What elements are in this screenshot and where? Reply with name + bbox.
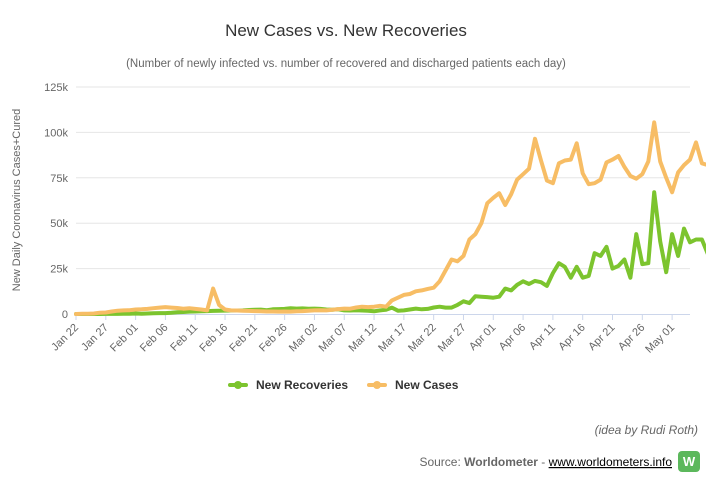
y-tick-label: 100k: [44, 127, 68, 139]
x-tick-label: Apr 16: [556, 322, 587, 353]
x-tick-label: Apr 21: [586, 322, 617, 353]
x-tick-label: Feb 11: [168, 322, 200, 354]
logo-background: [678, 451, 700, 472]
legend-marker-new-recoveries: [234, 381, 242, 389]
legend-item-new-recoveries[interactable]: New Recoveries: [228, 378, 348, 392]
plot-area: [74, 120, 706, 316]
gridlines: [76, 86, 690, 270]
y-axis-ticks: 0 25k 50k 75k 100k 125k: [44, 82, 68, 321]
worldometer-logo-icon[interactable]: W: [678, 451, 700, 472]
y-axis-label: New Daily Coronavirus Cases+Cured: [11, 109, 23, 292]
y-tick-label: 50k: [50, 218, 68, 230]
legend-label-new-cases: New Cases: [395, 378, 459, 392]
series-line-new-recoveries[interactable]: [74, 190, 706, 316]
idea-credit: (idea by Rudi Roth): [595, 423, 698, 437]
x-tick-label: Mar 27: [436, 322, 469, 355]
x-tick-label: Apr 06: [497, 322, 528, 353]
y-tick-label: 75k: [50, 173, 68, 185]
logo-letter: W: [683, 454, 696, 469]
x-tick-label: Apr 26: [616, 322, 647, 353]
y-tick-label: 25k: [50, 264, 68, 276]
x-tick-label: Jan 22: [49, 322, 81, 354]
legend-marker-new-cases: [373, 381, 381, 389]
x-tick-label: Jan 27: [79, 322, 111, 354]
x-tick-label: Feb 01: [108, 322, 141, 355]
source-separator: -: [538, 455, 549, 469]
y-tick-label: 125k: [44, 82, 68, 94]
x-tick-label: Apr 11: [527, 322, 558, 353]
x-tick-label: Feb 16: [197, 322, 230, 355]
x-tick-label: Feb 21: [227, 322, 260, 355]
x-tick-label: Mar 12: [346, 322, 379, 355]
legend-item-new-cases[interactable]: New Cases: [367, 378, 459, 392]
x-tick-label: Mar 17: [376, 322, 409, 355]
x-tick-label: Mar 07: [317, 322, 350, 355]
source-name: Worldometer: [464, 455, 538, 469]
source-prefix: Source:: [419, 455, 464, 469]
source-credit: Source: Worldometer - www.worldometers.i…: [419, 455, 672, 469]
source-link[interactable]: www.worldometers.info: [548, 455, 673, 469]
x-tick-label: Mar 02: [287, 322, 320, 355]
y-tick-label: 0: [62, 309, 68, 321]
x-tick-label: Apr 01: [467, 322, 498, 353]
legend: New Recoveries New Cases: [228, 378, 459, 392]
chart-title: New Cases vs. New Recoveries: [225, 21, 467, 40]
x-tick-label: Mar 22: [406, 322, 439, 355]
chart-subtitle: (Number of newly infected vs. number of …: [126, 58, 566, 70]
legend-label-new-recoveries: New Recoveries: [256, 378, 348, 392]
series-line-new-cases[interactable]: [74, 120, 706, 316]
x-tick-label: Feb 06: [138, 322, 171, 355]
x-tick-label: Feb 26: [257, 322, 290, 355]
x-tick-label: May 01: [643, 322, 677, 356]
